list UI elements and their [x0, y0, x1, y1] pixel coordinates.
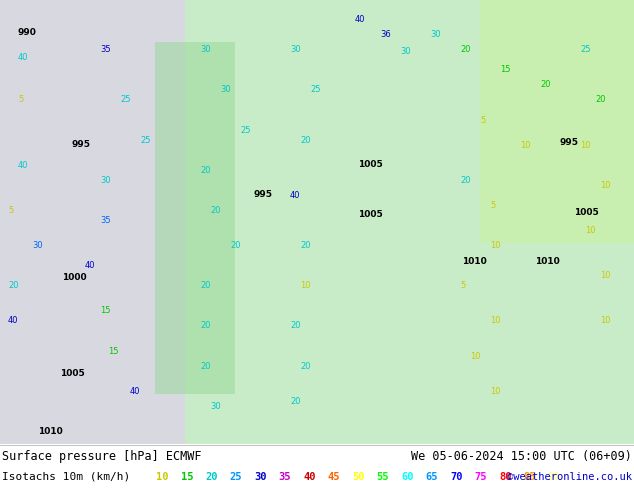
Text: 1005: 1005	[60, 369, 85, 378]
Text: 20: 20	[8, 281, 18, 290]
Text: 1000: 1000	[62, 273, 87, 282]
Text: 20: 20	[595, 96, 605, 104]
Text: 70: 70	[450, 472, 462, 482]
Text: 10: 10	[490, 387, 500, 396]
Text: 20: 20	[200, 166, 210, 175]
Text: 20: 20	[200, 321, 210, 330]
Text: 40: 40	[355, 15, 365, 24]
Text: 20: 20	[290, 397, 301, 406]
Text: 10: 10	[600, 271, 611, 280]
Text: 20: 20	[300, 362, 311, 370]
Text: 15: 15	[100, 306, 110, 316]
Text: 40: 40	[303, 472, 316, 482]
Text: 65: 65	[425, 472, 438, 482]
Text: 40: 40	[18, 161, 29, 170]
Text: 36: 36	[380, 30, 391, 39]
Text: 80: 80	[499, 472, 512, 482]
Text: 15: 15	[500, 65, 510, 74]
Text: 20: 20	[460, 176, 470, 185]
Text: 40: 40	[130, 387, 141, 396]
Text: 25: 25	[230, 472, 242, 482]
Text: 10: 10	[156, 472, 169, 482]
Text: 995: 995	[560, 138, 579, 147]
Bar	[155, 42, 235, 394]
Text: 30: 30	[200, 45, 210, 54]
Text: 40: 40	[290, 191, 301, 200]
Text: 50: 50	[352, 472, 365, 482]
Text: 10: 10	[585, 226, 595, 235]
Text: 90: 90	[548, 472, 560, 482]
Text: 995: 995	[254, 190, 273, 199]
Text: 30: 30	[220, 85, 231, 95]
Text: 30: 30	[100, 176, 110, 185]
Bar	[480, 0, 634, 243]
Text: 20: 20	[230, 241, 240, 250]
Text: 20: 20	[200, 362, 210, 370]
Text: 25: 25	[580, 45, 590, 54]
Bar	[0, 0, 185, 444]
Text: 15: 15	[181, 472, 193, 482]
Text: 20: 20	[300, 241, 311, 250]
Text: 85: 85	[524, 472, 536, 482]
Text: 30: 30	[400, 47, 411, 56]
Text: 5: 5	[490, 201, 495, 210]
Text: 1005: 1005	[358, 210, 383, 220]
Text: 40: 40	[8, 317, 18, 325]
Text: 20: 20	[460, 45, 470, 54]
Text: 35: 35	[278, 472, 291, 482]
Text: 5: 5	[460, 281, 465, 290]
Text: 75: 75	[474, 472, 487, 482]
Text: 55: 55	[377, 472, 389, 482]
Text: 60: 60	[401, 472, 413, 482]
Text: 5: 5	[18, 96, 23, 104]
Text: 995: 995	[72, 140, 91, 149]
Text: 10: 10	[600, 317, 611, 325]
Text: 30: 30	[32, 241, 42, 250]
Text: 45: 45	[328, 472, 340, 482]
Text: ©weatheronline.co.uk: ©weatheronline.co.uk	[507, 472, 632, 482]
Text: 40: 40	[18, 53, 29, 62]
Text: 5: 5	[480, 116, 485, 124]
Text: 20: 20	[290, 321, 301, 330]
Text: 20: 20	[300, 136, 311, 145]
Text: 10: 10	[470, 351, 481, 361]
Text: 5: 5	[8, 206, 13, 215]
Text: 10: 10	[520, 141, 531, 149]
Text: 30: 30	[290, 45, 301, 54]
Text: 10: 10	[580, 141, 590, 149]
Bar	[185, 0, 634, 444]
Text: 15: 15	[108, 346, 119, 356]
Text: 1010: 1010	[38, 427, 63, 437]
Text: 1005: 1005	[358, 160, 383, 169]
Text: 25: 25	[310, 85, 321, 95]
Text: 1010: 1010	[462, 257, 487, 266]
Text: We 05-06-2024 15:00 UTC (06+09): We 05-06-2024 15:00 UTC (06+09)	[411, 450, 632, 464]
Text: 20: 20	[200, 281, 210, 290]
Text: 25: 25	[240, 125, 250, 135]
Text: 10: 10	[490, 317, 500, 325]
Text: 990: 990	[18, 27, 37, 37]
Text: 35: 35	[100, 216, 110, 225]
Text: Isotachs 10m (km/h): Isotachs 10m (km/h)	[2, 472, 130, 482]
Text: 20: 20	[540, 80, 550, 89]
Text: 1005: 1005	[574, 208, 598, 218]
Text: Surface pressure [hPa] ECMWF: Surface pressure [hPa] ECMWF	[2, 450, 202, 464]
Text: 10: 10	[300, 281, 311, 290]
Text: 20: 20	[210, 206, 221, 215]
Text: 30: 30	[430, 30, 441, 39]
Text: 1010: 1010	[535, 257, 560, 266]
Text: 25: 25	[120, 96, 131, 104]
Text: 25: 25	[140, 136, 150, 145]
Text: 10: 10	[490, 241, 500, 250]
Text: 30: 30	[254, 472, 266, 482]
Text: 20: 20	[205, 472, 217, 482]
Text: 40: 40	[85, 261, 96, 270]
Text: 30: 30	[210, 402, 221, 411]
Text: 35: 35	[100, 45, 110, 54]
Text: 10: 10	[600, 181, 611, 190]
